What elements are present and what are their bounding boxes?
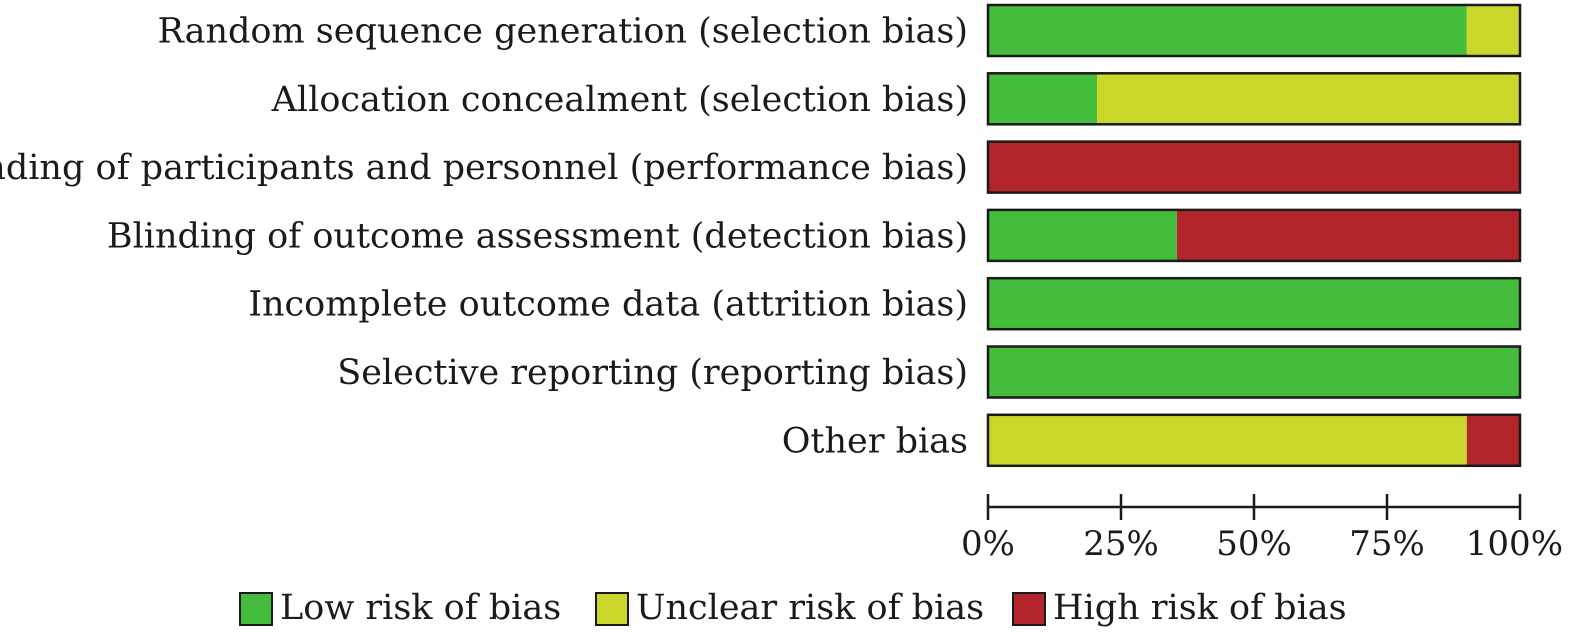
legend-swatch-low-risk-of-bias [239, 592, 273, 626]
x-tick-label-2: 25% [1083, 524, 1159, 564]
bar-outline-6 [986, 345, 1522, 399]
bars-group [986, 3, 1522, 468]
bar-outline-2 [986, 72, 1522, 126]
bar-high-risk-of-bias-3 [988, 141, 1520, 193]
category-labels: Random sequence generation (selection bi… [0, 12, 968, 462]
bar-unclear-risk-of-bias-7 [988, 414, 1467, 466]
bar-low-risk-of-bias-6 [988, 346, 1520, 398]
x-tick-label-4: 75% [1349, 524, 1425, 564]
category-label-2: Allocation concealment (selection bias) [271, 80, 968, 120]
bar-outline-7 [986, 413, 1522, 468]
bar-high-risk-of-bias-7 [1466, 414, 1520, 466]
bar-unclear-risk-of-bias-1 [1466, 5, 1520, 56]
legend-swatch-unclear-risk-of-bias [595, 592, 629, 626]
legend-label-low-risk-of-bias: Low risk of bias [280, 588, 561, 628]
x-axis: 0% 25% 50% 75% 100% [961, 494, 1563, 564]
legend-swatch-high-risk-of-bias [1012, 592, 1046, 626]
bar-outline-4 [986, 208, 1522, 263]
bar-low-risk-of-bias-5 [988, 278, 1520, 330]
x-tick-label-5: 100% [1466, 524, 1563, 564]
category-label-1: Random sequence generation (selection bi… [157, 12, 968, 52]
x-tick-label-1: 0% [961, 524, 1015, 564]
bar-low-risk-of-bias-2 [988, 73, 1098, 125]
bar-outline-3 [986, 140, 1522, 194]
category-label-6: Selective reporting (reporting bias) [337, 353, 968, 393]
legend-label-high-risk-of-bias: High risk of bias [1053, 588, 1347, 628]
category-label-5: Incomplete outcome data (attrition bias) [248, 285, 968, 325]
legend: Low risk of bias Unclear risk of bias High… [239, 588, 1347, 628]
bar-low-risk-of-bias-1 [988, 5, 1467, 56]
category-label-4: Blinding of outcome assessment (detectio… [107, 216, 968, 256]
category-label-7: Other bias [782, 421, 968, 461]
x-tick-label-3: 50% [1216, 524, 1292, 564]
bar-high-risk-of-bias-4 [1176, 209, 1520, 261]
bar-unclear-risk-of-bias-2 [1097, 73, 1520, 125]
bar-outline-1 [986, 3, 1522, 58]
category-label-3: Blinding of participants and personnel (… [0, 148, 968, 188]
legend-label-unclear-risk-of-bias: Unclear risk of bias [636, 588, 984, 628]
bar-outline-5 [986, 276, 1522, 331]
bar-low-risk-of-bias-4 [988, 209, 1177, 261]
